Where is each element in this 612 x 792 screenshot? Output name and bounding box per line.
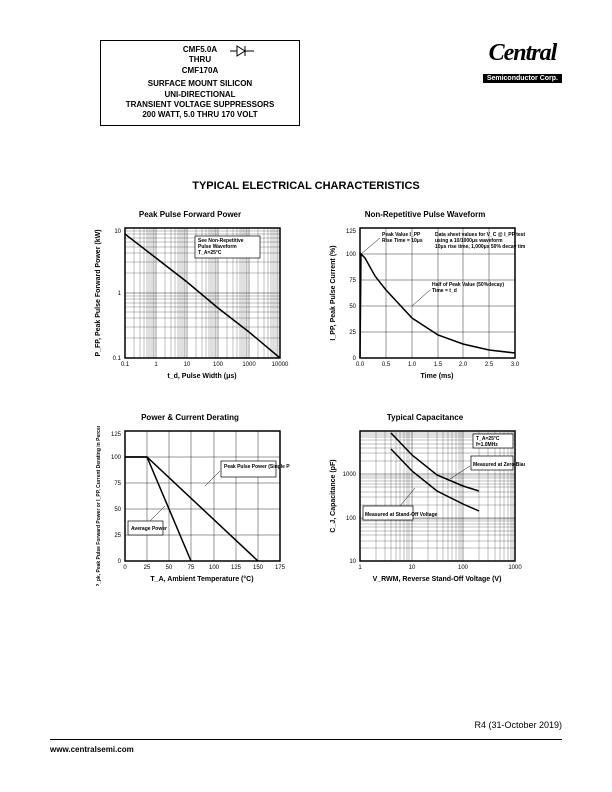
svg-text:Measured at Stand-Off Voltage: Measured at Stand-Off Voltage bbox=[365, 512, 438, 518]
svg-text:75: 75 bbox=[188, 565, 195, 571]
svg-text:1: 1 bbox=[358, 565, 362, 571]
svg-text:150: 150 bbox=[253, 565, 264, 571]
desc2: UNI-DIRECTIONAL bbox=[107, 90, 293, 100]
svg-text:2.5: 2.5 bbox=[485, 362, 494, 368]
svg-text:125: 125 bbox=[231, 565, 242, 571]
svg-text:0: 0 bbox=[123, 565, 127, 571]
svg-text:125: 125 bbox=[346, 229, 357, 235]
chart1-svg: See Non-Repetitive Pulse Waveform T_A=25… bbox=[90, 223, 290, 383]
footer-url: www.centralsemi.com bbox=[50, 745, 134, 754]
chart4-svg: T_A=25°C f=1.0MHz Measured at Zero Bias … bbox=[325, 426, 525, 586]
svg-text:1.5: 1.5 bbox=[434, 362, 443, 368]
svg-text:50: 50 bbox=[114, 507, 121, 513]
svg-text:0.1: 0.1 bbox=[113, 356, 122, 362]
charts-grid: Peak Pulse Forward Power bbox=[90, 210, 530, 586]
section-title: TYPICAL ELECTRICAL CHARACTERISTICS bbox=[0, 180, 612, 192]
svg-text:Average Power: Average Power bbox=[131, 526, 167, 532]
svg-text:0.5: 0.5 bbox=[382, 362, 391, 368]
svg-text:100: 100 bbox=[346, 252, 357, 258]
svg-text:25: 25 bbox=[114, 533, 121, 539]
svg-text:100: 100 bbox=[111, 455, 122, 461]
svg-text:50: 50 bbox=[166, 565, 173, 571]
chart-derating: Power & Current Derating Peak Pulse Powe… bbox=[90, 413, 290, 586]
svg-text:2.0: 2.0 bbox=[459, 362, 468, 368]
svg-text:Peak Pulse Power (Single Pulse: Peak Pulse Power (Single Pulse) bbox=[224, 464, 290, 470]
svg-text:f=1.0MHz: f=1.0MHz bbox=[476, 442, 498, 448]
part-end: CMF170A bbox=[107, 66, 293, 76]
svg-text:10: 10 bbox=[114, 229, 121, 235]
svg-text:10: 10 bbox=[184, 362, 191, 368]
svg-text:100: 100 bbox=[346, 516, 357, 522]
svg-text:10: 10 bbox=[349, 559, 356, 565]
chart-peak-pulse-power: Peak Pulse Forward Power bbox=[90, 210, 290, 383]
svg-text:50: 50 bbox=[349, 304, 356, 310]
svg-text:25: 25 bbox=[144, 565, 151, 571]
chart3-title: Power & Current Derating bbox=[90, 413, 290, 422]
svg-text:P_FP, Peak Pulse Forward Power: P_FP, Peak Pulse Forward Power (kW) bbox=[95, 229, 102, 356]
svg-text:1000: 1000 bbox=[242, 362, 256, 368]
header-box: CMF5.0A THRU CMF170A SURFACE MOUNT SILIC… bbox=[100, 40, 300, 126]
svg-text:Measured at Zero Bias: Measured at Zero Bias bbox=[473, 462, 525, 468]
footer-divider bbox=[50, 739, 562, 740]
part-start: CMF5.0A bbox=[107, 45, 293, 55]
svg-text:C_J, Capacitance (pF): C_J, Capacitance (pF) bbox=[330, 459, 337, 532]
svg-text:T_A=25°C: T_A=25°C bbox=[198, 250, 222, 256]
svg-text:1000: 1000 bbox=[508, 565, 522, 571]
svg-text:Time (ms): Time (ms) bbox=[421, 373, 454, 380]
svg-text:100: 100 bbox=[209, 565, 220, 571]
svg-text:75: 75 bbox=[114, 481, 121, 487]
chart2-title: Non-Repetitive Pulse Waveform bbox=[325, 210, 525, 219]
svg-text:100: 100 bbox=[458, 565, 469, 571]
svg-text:3.0: 3.0 bbox=[511, 362, 520, 368]
svg-text:75: 75 bbox=[349, 278, 356, 284]
chart2-svg: Peak Value I_PP Rise Time = 10μs Data sh… bbox=[325, 223, 525, 383]
chart3-svg: Peak Pulse Power (Single Pulse) Average … bbox=[90, 426, 290, 586]
svg-text:Time = t_d: Time = t_d bbox=[432, 288, 457, 294]
datasheet-page: CMF5.0A THRU CMF170A SURFACE MOUNT SILIC… bbox=[0, 0, 612, 792]
logo-sub: Semiconductor Corp. bbox=[483, 74, 562, 83]
svg-text:Rise Time = 10μs: Rise Time = 10μs bbox=[382, 238, 423, 244]
svg-text:10000: 10000 bbox=[272, 362, 289, 368]
diode-icon bbox=[230, 44, 254, 58]
svg-text:t_d, Pulse Width (μs): t_d, Pulse Width (μs) bbox=[167, 373, 236, 380]
logo: Central Semiconductor Corp. bbox=[483, 40, 562, 85]
svg-text:25: 25 bbox=[349, 330, 356, 336]
svg-text:1: 1 bbox=[118, 291, 122, 297]
svg-text:P_pk, Peak Pulse Forward Power: P_pk, Peak Pulse Forward Power or I_PP, … bbox=[96, 426, 102, 586]
desc1: SURFACE MOUNT SILICON bbox=[107, 79, 293, 89]
svg-text:1000: 1000 bbox=[343, 472, 357, 478]
svg-text:125: 125 bbox=[111, 432, 122, 438]
svg-text:1.0: 1.0 bbox=[408, 362, 417, 368]
svg-text:I_PP, Peak Pulse Current (%): I_PP, Peak Pulse Current (%) bbox=[330, 245, 337, 340]
svg-text:T_A, Ambient Temperature (°C): T_A, Ambient Temperature (°C) bbox=[150, 575, 253, 583]
svg-text:0.0: 0.0 bbox=[356, 362, 365, 368]
svg-text:10: 10 bbox=[409, 565, 416, 571]
chart4-title: Typical Capacitance bbox=[325, 413, 525, 422]
svg-text:10μs rise time, 1,000μs 50% de: 10μs rise time, 1,000μs 50% decay time bbox=[435, 244, 525, 250]
desc4: 200 WATT, 5.0 THRU 170 VOLT bbox=[107, 110, 293, 120]
chart-capacitance: Typical Capacitance bbox=[325, 413, 525, 586]
svg-text:100: 100 bbox=[213, 362, 224, 368]
footer-revision: R4 (31-October 2019) bbox=[474, 720, 562, 730]
logo-main: Central bbox=[483, 40, 562, 67]
chart-pulse-waveform: Non-Repetitive Pulse Waveform Peak Value… bbox=[325, 210, 525, 383]
svg-text:0.1: 0.1 bbox=[121, 362, 130, 368]
svg-text:V_RWM, Reverse Stand-Off Volta: V_RWM, Reverse Stand-Off Voltage (V) bbox=[373, 576, 502, 583]
svg-text:0: 0 bbox=[118, 559, 122, 565]
part-thru: THRU bbox=[107, 55, 293, 65]
svg-text:175: 175 bbox=[275, 565, 286, 571]
svg-text:1: 1 bbox=[154, 362, 158, 368]
desc3: TRANSIENT VOLTAGE SUPPRESSORS bbox=[107, 100, 293, 110]
chart1-title: Peak Pulse Forward Power bbox=[90, 210, 290, 219]
